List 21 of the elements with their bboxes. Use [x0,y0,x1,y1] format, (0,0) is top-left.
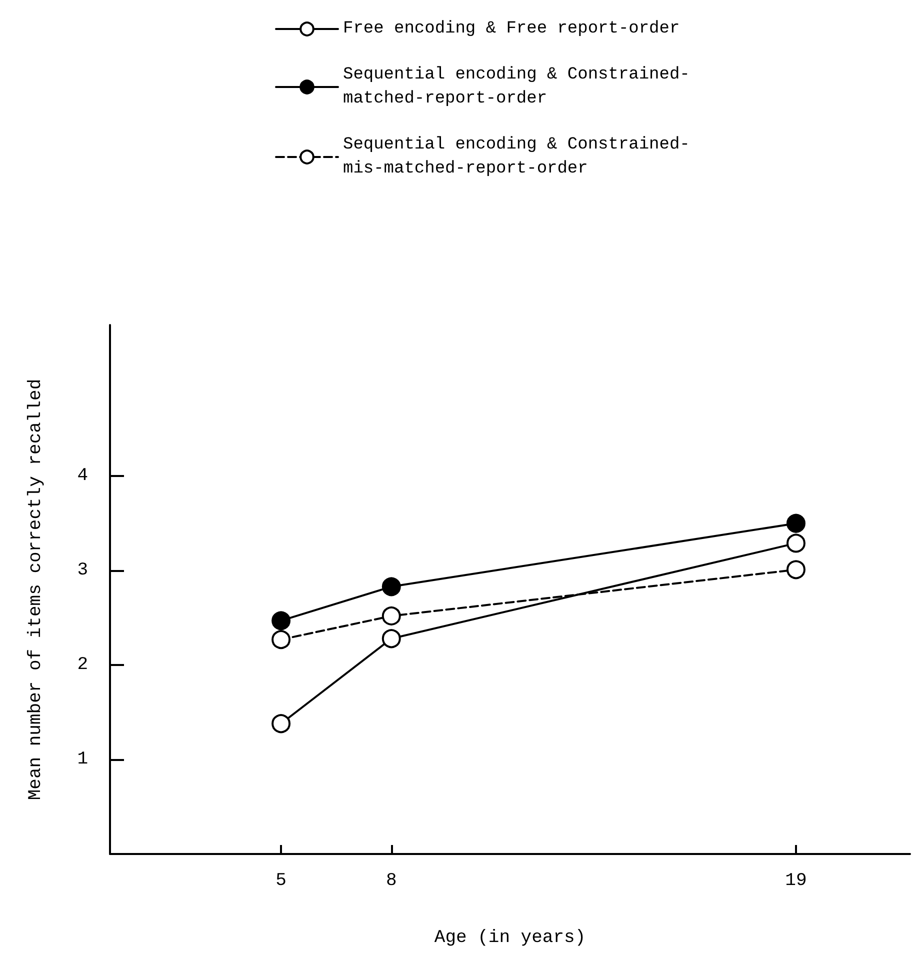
x-tick-label: 19 [785,871,807,891]
point [272,611,291,630]
point [786,534,806,553]
x-axis-title: Age (in years) [434,928,586,948]
point [382,629,401,648]
point [786,514,806,533]
x-tick-label: 8 [386,871,397,891]
y-tick-label: 1 [77,750,88,770]
legend-label: Sequential encoding & Constrained-matched-report-order [343,66,690,108]
point [382,577,401,596]
point [786,560,806,580]
y-tick-label: 3 [77,560,88,581]
y-tick-label: 2 [77,655,88,676]
point [272,714,291,734]
x-tick-label: 5 [276,871,286,891]
point [272,630,291,650]
legend-label: Free encoding & Free report-order [343,20,680,38]
y-axis-title: Mean number of items correctly recalled [26,378,46,800]
legend-label: Sequential encoding & Constrained-mis-matched-report-order [343,136,690,178]
point [382,606,401,626]
y-tick-label: 4 [77,466,88,486]
